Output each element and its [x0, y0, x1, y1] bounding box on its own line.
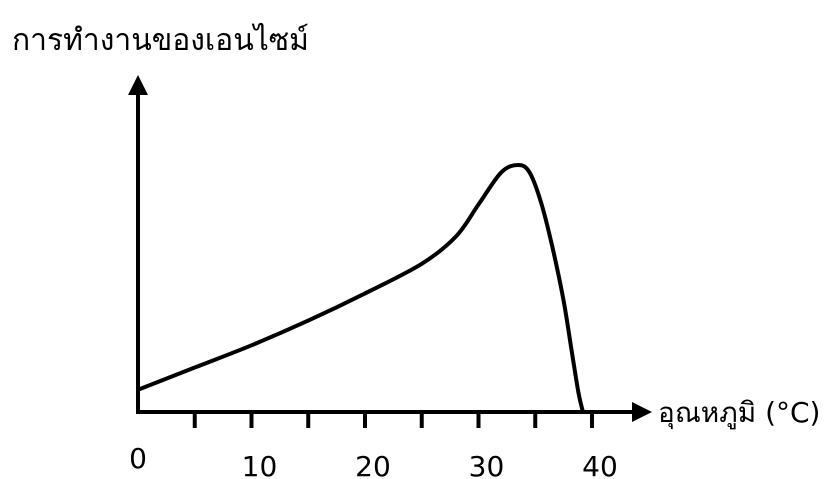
- x-axis-tick-labels: 0 10 20 30 40: [129, 442, 618, 479]
- x-axis-ticks: [192, 412, 594, 428]
- x-tick-label-20: 20: [355, 450, 391, 479]
- x-tick-label-0: 0: [129, 442, 147, 475]
- x-axis-arrow-icon: [632, 402, 652, 422]
- activity-curve: [136, 163, 585, 414]
- x-tick-label-30: 30: [469, 450, 505, 479]
- y-axis-label: การทำงานของเอนไซม์: [12, 22, 309, 58]
- x-tick-label-10: 10: [242, 450, 278, 479]
- x-axis-label: อุณหภูมิ (°C): [658, 396, 820, 430]
- x-tick-label-40: 40: [582, 450, 618, 479]
- y-axis-arrow-icon: [128, 75, 148, 95]
